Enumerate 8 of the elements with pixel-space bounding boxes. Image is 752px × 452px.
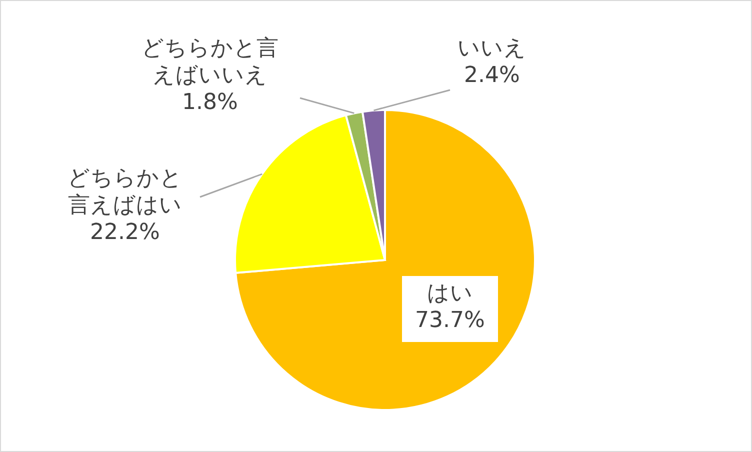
slice-label: いいえ (458, 36, 526, 61)
data-label: 1.8% (182, 90, 238, 115)
data-label: 22.2% (90, 220, 160, 245)
slice-label: どちらかと言えばはい (68, 166, 182, 218)
data-label: 2.4% (464, 63, 520, 88)
slice-label: どちらかと言えばいいえ (142, 36, 278, 88)
data-label: 73.7% (415, 308, 485, 333)
slice-label: はい (427, 281, 473, 306)
